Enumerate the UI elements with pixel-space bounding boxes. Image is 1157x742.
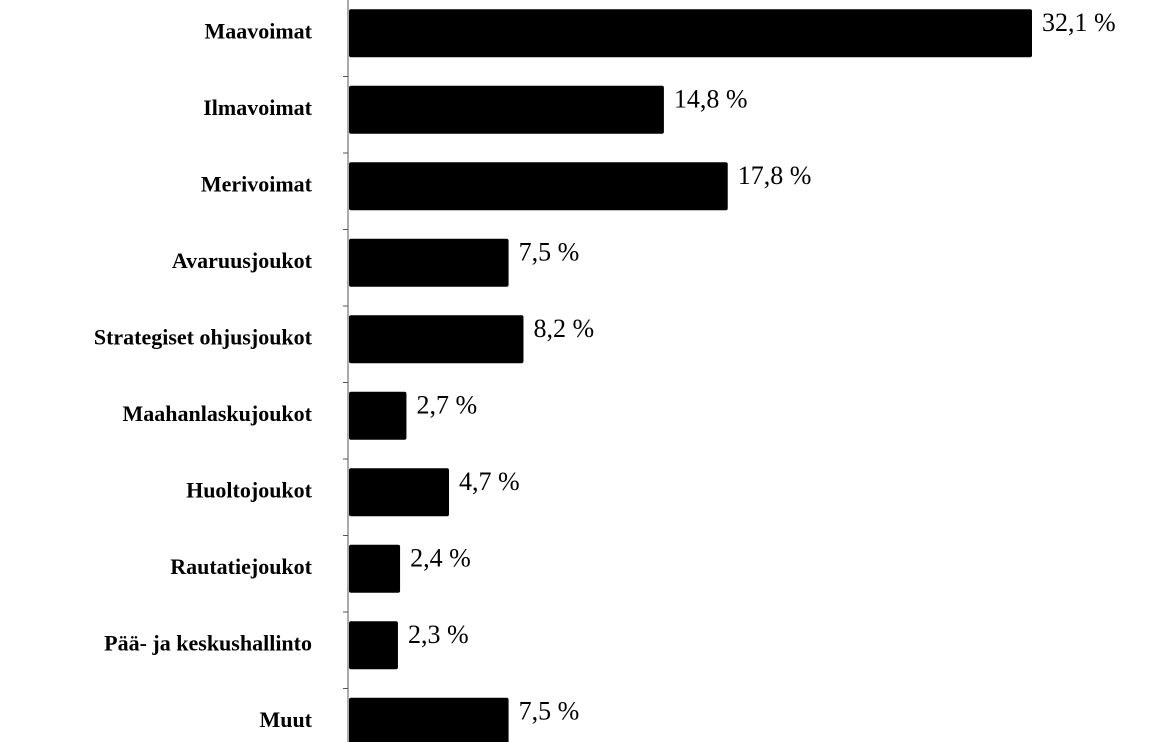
bar bbox=[349, 238, 509, 287]
bar bbox=[349, 9, 1032, 58]
category-label: Rautatiejoukot bbox=[170, 554, 312, 579]
bar bbox=[349, 468, 450, 517]
bar bbox=[349, 697, 509, 742]
value-label: 17,8 % bbox=[738, 161, 812, 190]
value-label: 14,8 % bbox=[674, 85, 748, 114]
category-label: Huoltojoukot bbox=[186, 477, 313, 502]
value-label: 7,5 % bbox=[519, 697, 580, 726]
value-label: 2,7 % bbox=[416, 391, 477, 420]
value-label: 8,2 % bbox=[533, 314, 594, 343]
category-label: Maavoimat bbox=[204, 18, 312, 43]
bar bbox=[349, 85, 664, 134]
bar bbox=[349, 391, 407, 440]
category-label: Avaruusjoukot bbox=[172, 248, 313, 273]
bar bbox=[349, 162, 728, 211]
value-label: 7,5 % bbox=[519, 238, 580, 267]
bar bbox=[349, 315, 524, 364]
bar bbox=[349, 544, 401, 593]
category-label: Maahanlaskujoukot bbox=[122, 401, 312, 426]
category-label: Muut bbox=[259, 707, 312, 732]
category-label: Strategiset ohjusjoukot bbox=[94, 324, 313, 349]
category-label: Pää- ja keskushallinto bbox=[104, 630, 312, 655]
category-label: Merivoimat bbox=[201, 171, 313, 196]
value-label: 2,4 % bbox=[410, 544, 471, 573]
value-label: 32,1 % bbox=[1042, 8, 1116, 37]
value-label: 4,7 % bbox=[459, 467, 520, 496]
bar bbox=[349, 621, 398, 670]
value-label: 2,3 % bbox=[408, 620, 469, 649]
category-label: Ilmavoimat bbox=[203, 95, 312, 120]
